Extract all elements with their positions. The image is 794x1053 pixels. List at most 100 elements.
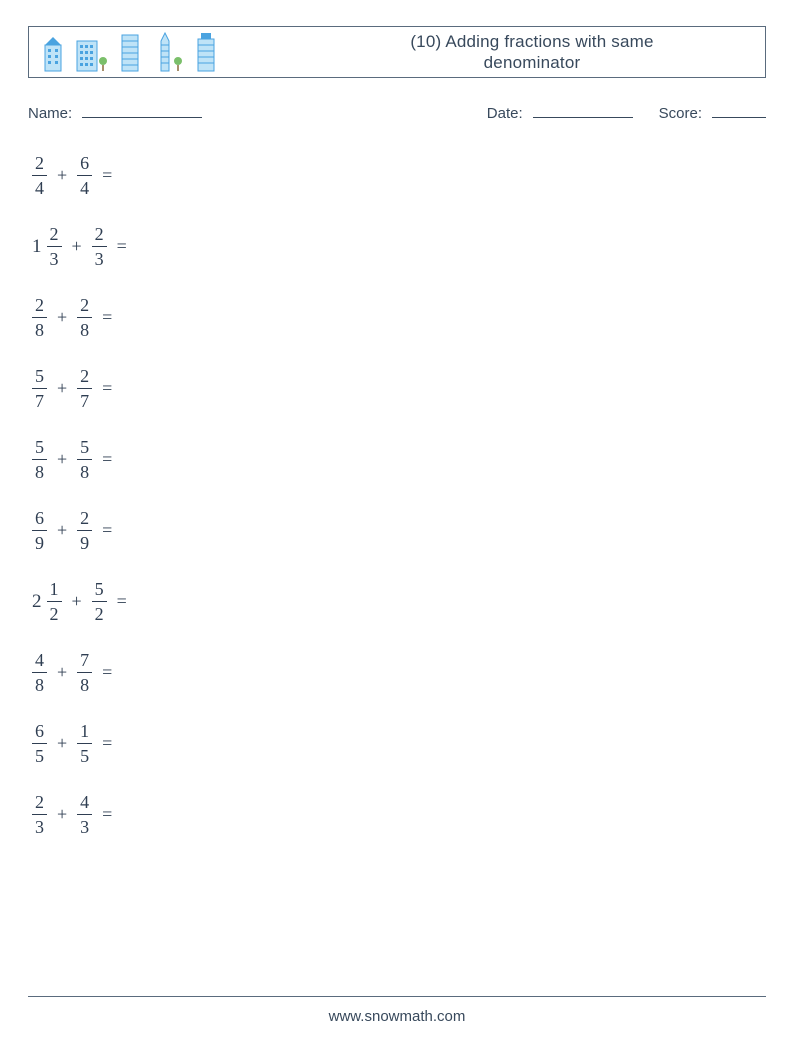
numerator: 2 xyxy=(47,225,62,246)
fraction: 15 xyxy=(77,722,92,765)
denominator: 8 xyxy=(77,459,92,481)
equals-sign: = xyxy=(102,520,112,541)
plus-sign: + xyxy=(57,165,67,186)
numerator: 5 xyxy=(77,438,92,459)
numerator: 1 xyxy=(47,580,62,601)
plus-sign: + xyxy=(57,520,67,541)
date-blank[interactable] xyxy=(533,102,633,118)
plus-sign: + xyxy=(57,804,67,825)
problem-row: 24+64= xyxy=(32,154,766,197)
numerator: 4 xyxy=(77,793,92,814)
footer-divider xyxy=(28,996,766,997)
problem-row: 123+23= xyxy=(32,225,766,268)
denominator: 8 xyxy=(77,672,92,694)
denominator: 7 xyxy=(32,388,47,410)
equals-sign: = xyxy=(102,804,112,825)
fraction: 29 xyxy=(77,509,92,552)
worksheet-title: (10) Adding fractions with same denomina… xyxy=(219,31,755,74)
problem-row: 58+58= xyxy=(32,438,766,481)
problem-row: 65+15= xyxy=(32,722,766,765)
numerator: 2 xyxy=(77,367,92,388)
fraction: 64 xyxy=(77,154,92,197)
numerator: 2 xyxy=(32,296,47,317)
fraction: 23 xyxy=(92,225,107,268)
footer-url: www.snowmath.com xyxy=(0,1008,794,1025)
plus-sign: + xyxy=(57,378,67,399)
denominator: 8 xyxy=(32,459,47,481)
score-label: Score: xyxy=(659,105,702,122)
name-blank[interactable] xyxy=(82,102,202,118)
denominator: 2 xyxy=(47,601,62,623)
fraction: 12 xyxy=(47,580,62,623)
numerator: 2 xyxy=(92,225,107,246)
denominator: 3 xyxy=(77,814,92,836)
denominator: 5 xyxy=(77,743,92,765)
whole-number: 1 xyxy=(32,237,42,256)
denominator: 8 xyxy=(32,317,47,339)
plus-sign: + xyxy=(72,591,82,612)
date-label: Date: xyxy=(487,105,523,122)
denominator: 8 xyxy=(32,672,47,694)
fraction: 28 xyxy=(32,296,47,339)
whole-number: 2 xyxy=(32,592,42,611)
denominator: 3 xyxy=(47,246,62,268)
fraction: 27 xyxy=(77,367,92,410)
denominator: 9 xyxy=(32,530,47,552)
numerator: 1 xyxy=(77,722,92,743)
header-box: (10) Adding fractions with same denomina… xyxy=(28,26,766,78)
equals-sign: = xyxy=(102,165,112,186)
building-a-icon xyxy=(39,33,67,73)
fraction: 58 xyxy=(77,438,92,481)
plus-sign: + xyxy=(57,307,67,328)
fraction: 57 xyxy=(32,367,47,410)
plus-sign: + xyxy=(57,733,67,754)
numerator: 6 xyxy=(32,509,47,530)
denominator: 5 xyxy=(32,743,47,765)
worksheet-page: (10) Adding fractions with same denomina… xyxy=(0,0,794,1053)
numerator: 7 xyxy=(77,651,92,672)
problems-list: 24+64=123+23=28+28=57+27=58+58=69+29=212… xyxy=(28,154,766,836)
equals-sign: = xyxy=(102,307,112,328)
building-e-icon xyxy=(193,31,219,73)
denominator: 3 xyxy=(92,246,107,268)
denominator: 7 xyxy=(77,388,92,410)
fraction: 48 xyxy=(32,651,47,694)
denominator: 9 xyxy=(77,530,92,552)
numerator: 6 xyxy=(32,722,47,743)
problem-row: 212+52= xyxy=(32,580,766,623)
building-b-icon xyxy=(75,33,109,73)
denominator: 2 xyxy=(92,601,107,623)
equals-sign: = xyxy=(102,662,112,683)
denominator: 3 xyxy=(32,814,47,836)
score-blank[interactable] xyxy=(712,102,766,118)
fraction: 69 xyxy=(32,509,47,552)
problem-row: 28+28= xyxy=(32,296,766,339)
fraction: 65 xyxy=(32,722,47,765)
numerator: 5 xyxy=(32,438,47,459)
problem-row: 57+27= xyxy=(32,367,766,410)
numerator: 5 xyxy=(32,367,47,388)
equals-sign: = xyxy=(117,236,127,257)
plus-sign: + xyxy=(57,449,67,470)
fraction: 43 xyxy=(77,793,92,836)
numerator: 6 xyxy=(77,154,92,175)
equals-sign: = xyxy=(102,449,112,470)
building-d-icon xyxy=(151,31,185,73)
fraction: 23 xyxy=(47,225,62,268)
info-row: Name: Date: Score: xyxy=(28,102,766,122)
title-line2: denominator xyxy=(484,53,581,72)
equals-sign: = xyxy=(117,591,127,612)
denominator: 8 xyxy=(77,317,92,339)
numerator: 2 xyxy=(77,296,92,317)
building-c-icon xyxy=(117,31,143,73)
problem-row: 23+43= xyxy=(32,793,766,836)
fraction: 28 xyxy=(77,296,92,339)
problem-row: 69+29= xyxy=(32,509,766,552)
problem-row: 48+78= xyxy=(32,651,766,694)
fraction: 78 xyxy=(77,651,92,694)
fraction: 24 xyxy=(32,154,47,197)
numerator: 5 xyxy=(92,580,107,601)
numerator: 2 xyxy=(32,154,47,175)
denominator: 4 xyxy=(32,175,47,197)
buildings-row xyxy=(39,31,219,73)
